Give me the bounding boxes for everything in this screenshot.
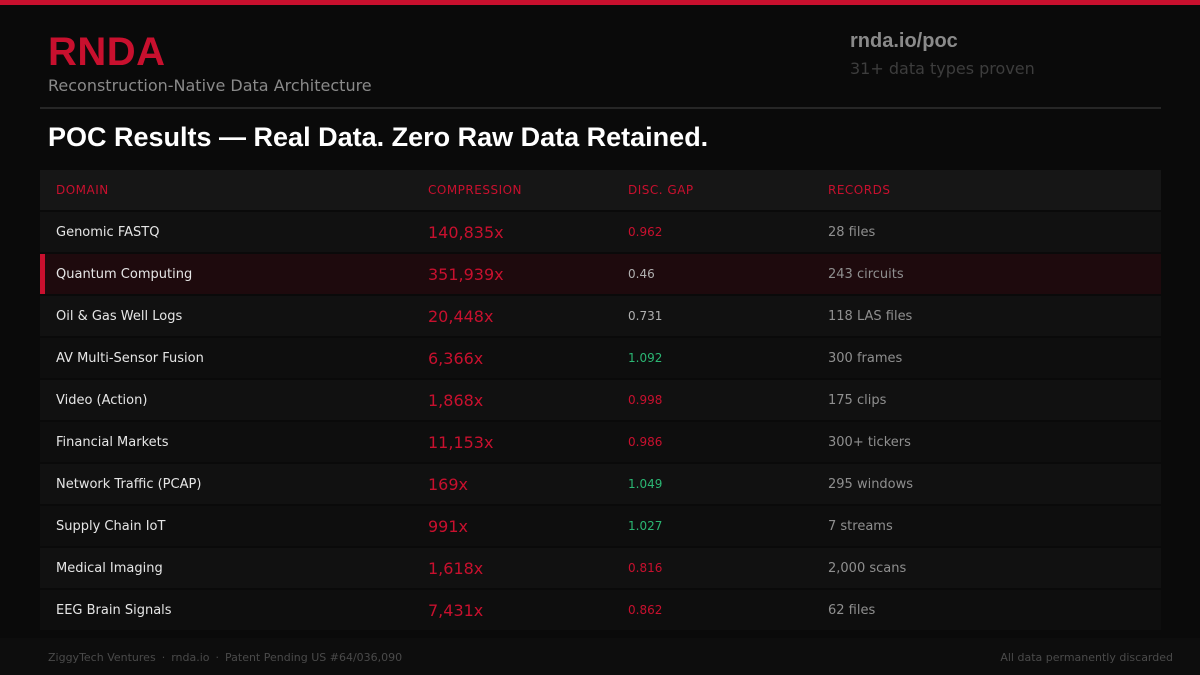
cell-disc-gap: 1.092 bbox=[628, 351, 663, 365]
meta-block: rnda.io/poc 31+ data types proven bbox=[850, 30, 1035, 78]
header-compression: COMPRESSION bbox=[428, 183, 523, 197]
footer-company: ZiggyTech Ventures bbox=[48, 651, 156, 664]
cell-domain: Supply Chain IoT bbox=[56, 518, 166, 534]
cell-domain: Medical Imaging bbox=[56, 560, 163, 576]
cell-records: 300+ tickers bbox=[828, 434, 911, 450]
table-row: Network Traffic (PCAP) 169x 1.049 295 windo… bbox=[40, 464, 1161, 504]
brand-subtitle: Reconstruction-Native Data Architecture bbox=[48, 76, 372, 95]
cell-compression: 11,153x bbox=[428, 432, 494, 452]
cell-disc-gap: 0.998 bbox=[628, 393, 663, 407]
footer-separator: · bbox=[215, 651, 220, 664]
table-row: Oil & Gas Well Logs 20,448x 0.731 118 LAS f… bbox=[40, 296, 1161, 336]
table-row: Video (Action) 1,868x 0.998 175 clips bbox=[40, 380, 1161, 420]
brand-logo-title: RNDA bbox=[48, 30, 166, 74]
cell-disc-gap: 0.46 bbox=[628, 267, 655, 281]
cell-disc-gap: 0.986 bbox=[628, 435, 663, 449]
cell-compression: 20,448x bbox=[428, 306, 494, 326]
cell-domain: Video (Action) bbox=[56, 392, 148, 408]
page-title: POC Results — Real Data. Zero Raw Data R… bbox=[48, 122, 709, 152]
table-row: AV Multi-Sensor Fusion 6,366x 1.092 300 fra… bbox=[40, 338, 1161, 378]
cell-compression: 7,431x bbox=[428, 600, 484, 620]
cell-compression: 169x bbox=[428, 474, 469, 494]
top-accent-bar bbox=[0, 0, 1200, 5]
header-disc-gap: DISC. GAP bbox=[628, 183, 694, 197]
brand-block: RNDA Reconstruction-Native Data Architec… bbox=[48, 30, 372, 95]
cell-records: 118 LAS files bbox=[828, 308, 913, 324]
cell-records: 243 circuits bbox=[828, 266, 904, 282]
header-domain: DOMAIN bbox=[56, 183, 109, 197]
table-row: Genomic FASTQ 140,835x 0.962 28 files bbox=[40, 212, 1161, 252]
cell-domain: Financial Markets bbox=[56, 434, 169, 450]
table-header-row: DOMAIN COMPRESSION DISC. GAP RECORDS bbox=[40, 170, 1161, 210]
table-row: EEG Brain Signals 7,431x 0.862 62 files bbox=[40, 590, 1161, 630]
cell-compression: 140,835x bbox=[428, 222, 504, 242]
cell-domain: Genomic FASTQ bbox=[56, 224, 160, 240]
cell-compression: 6,366x bbox=[428, 348, 484, 368]
meta-proof-text: 31+ data types proven bbox=[850, 59, 1035, 78]
meta-url: rnda.io/poc bbox=[850, 30, 958, 52]
cell-domain: Quantum Computing bbox=[56, 266, 193, 282]
footer-note: All data permanently discarded bbox=[1000, 651, 1173, 664]
cell-records: 300 frames bbox=[828, 350, 903, 366]
footer-separator: · bbox=[161, 651, 166, 664]
table-body: Genomic FASTQ 140,835x 0.962 28 files Quantu… bbox=[40, 212, 1161, 630]
cell-records: 62 files bbox=[828, 602, 876, 618]
cell-records: 175 clips bbox=[828, 392, 887, 408]
cell-records: 295 windows bbox=[828, 476, 914, 492]
cell-compression: 991x bbox=[428, 516, 469, 536]
table-row: Medical Imaging 1,618x 0.816 2,000 scans bbox=[40, 548, 1161, 588]
cell-domain: AV Multi-Sensor Fusion bbox=[56, 350, 204, 366]
cell-disc-gap: 0.816 bbox=[628, 561, 663, 575]
cell-domain: Network Traffic (PCAP) bbox=[56, 476, 202, 492]
cell-records: 28 files bbox=[828, 224, 876, 240]
results-table: DOMAIN COMPRESSION DISC. GAP RECORDS Gen… bbox=[40, 170, 1161, 630]
footer-site: rnda.io bbox=[171, 651, 210, 664]
cell-compression: 1,618x bbox=[428, 558, 484, 578]
cell-domain: Oil & Gas Well Logs bbox=[56, 308, 183, 324]
cell-disc-gap: 1.049 bbox=[628, 477, 663, 491]
cell-disc-gap: 0.731 bbox=[628, 309, 663, 323]
table-row: Supply Chain IoT 991x 1.027 7 streams bbox=[40, 506, 1161, 546]
cell-compression: 1,868x bbox=[428, 390, 484, 410]
cell-disc-gap: 0.962 bbox=[628, 225, 663, 239]
cell-compression: 351,939x bbox=[428, 264, 504, 284]
table-row: Financial Markets 11,153x 0.986 300+ ticker… bbox=[40, 422, 1161, 462]
cell-domain: EEG Brain Signals bbox=[56, 602, 172, 618]
cell-records: 7 streams bbox=[828, 518, 893, 534]
cell-disc-gap: 0.862 bbox=[628, 603, 663, 617]
footer-credits: ZiggyTech Ventures · rnda.io · Patent Pendin… bbox=[48, 651, 402, 664]
cell-disc-gap: 1.027 bbox=[628, 519, 663, 533]
footer: ZiggyTech Ventures · rnda.io · Patent Pendin… bbox=[0, 638, 1200, 675]
table-row: Quantum Computing 351,939x 0.46 243 circuit… bbox=[40, 254, 1161, 294]
header-records: RECORDS bbox=[828, 183, 891, 197]
footer-patent: Patent Pending US #64/036,090 bbox=[225, 651, 403, 664]
cell-records: 2,000 scans bbox=[828, 560, 907, 576]
header-divider bbox=[40, 107, 1161, 109]
